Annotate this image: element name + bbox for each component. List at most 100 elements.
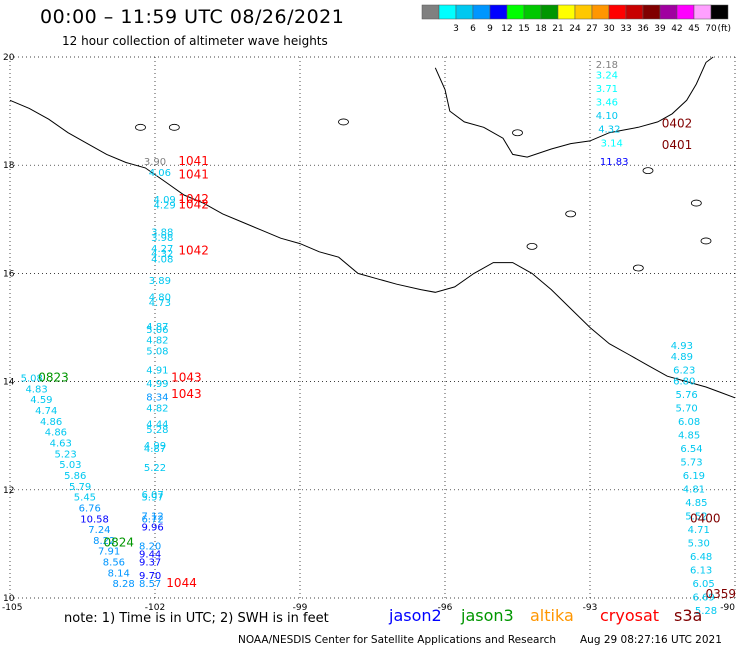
- island-outline: [690, 199, 702, 207]
- swh-value: 8.14: [108, 568, 130, 579]
- swh-value: 4.32: [151, 249, 173, 260]
- scale-unit-label: (ft): [717, 24, 731, 34]
- color-scale-legend: 3 6 9 12 15 18 21 24 27 30 33 36 39 42 45 70 (ft): [421, 4, 731, 34]
- swh-value: 5.30: [688, 539, 710, 550]
- swh-value: 5.28: [695, 606, 717, 617]
- swh-value: 6.54: [680, 444, 702, 455]
- lat-tick-label: 10: [3, 594, 15, 604]
- swh-value: 3.14: [601, 138, 623, 149]
- swh-value: 8.20: [139, 541, 161, 552]
- swh-value: 5.28: [146, 425, 168, 436]
- lat-tick-label: 16: [3, 269, 15, 279]
- island-outline: [338, 118, 349, 126]
- swh-value: 10.58: [80, 514, 109, 525]
- gulf-coastline: [434, 56, 714, 158]
- pacific-coastline: [9, 99, 736, 399]
- axis-tick-labels: -105 -102 -99 -96 -93 -90 20 18 16 14 12 10: [2, 53, 735, 613]
- wave-height-values: 3.904.064.094.293.883.984.274.324.083.89…: [21, 60, 718, 617]
- swh-value: 4.44: [146, 420, 168, 431]
- page-subtitle: 12 hour collection of altimeter wave hei…: [62, 34, 328, 48]
- swh-value: 5.97: [141, 493, 163, 504]
- swh-value: 5.23: [54, 449, 76, 460]
- pass-time-label: 0401: [662, 138, 693, 152]
- coastline: [9, 56, 736, 399]
- swh-value: 8.57: [139, 579, 161, 590]
- scale-tick-label: 12: [501, 24, 512, 34]
- swh-value: 5.08: [146, 347, 168, 358]
- island-outline: [700, 237, 712, 245]
- island-outline: [632, 264, 644, 272]
- swh-value: 9.70: [139, 571, 161, 582]
- swh-value: 5.52: [685, 512, 707, 523]
- swh-value: 4.87: [144, 444, 166, 455]
- swh-value: 3.71: [596, 84, 618, 95]
- island-outline: [526, 242, 538, 250]
- pass-time-label: 0823: [38, 371, 69, 385]
- mission-altika: altika: [530, 606, 574, 625]
- island-outline: [642, 167, 654, 175]
- swh-value: 4.93: [671, 341, 693, 352]
- pass-time-label: 0824: [103, 536, 134, 550]
- swh-value: 6.69: [692, 593, 714, 604]
- swh-value: 4.89: [671, 352, 693, 363]
- swh-value: 4.09: [154, 195, 176, 206]
- scale-tick-label: 42: [671, 24, 682, 34]
- scale-tick-label: 33: [620, 24, 631, 34]
- swh-value: 9.96: [141, 522, 163, 533]
- lon-tick-label: -96: [438, 603, 453, 613]
- lon-tick-label: -105: [2, 603, 22, 613]
- pass-time-label: 1043: [171, 387, 202, 401]
- swh-value: 8.34: [146, 393, 168, 404]
- scale-tick-label: 9: [487, 24, 493, 34]
- swh-value: 4.82: [146, 403, 168, 414]
- island-outline: [512, 129, 523, 137]
- island-outline: [135, 123, 146, 131]
- swh-value: 4.85: [678, 430, 700, 441]
- pass-time-label: 0359: [705, 587, 736, 601]
- scale-tick-label: 30: [603, 24, 615, 34]
- pass-time-label: 1041: [178, 154, 209, 168]
- pass-time-label: 1042: [178, 243, 209, 257]
- page-title: 00:00 – 11:59 UTC 08/26/2021: [40, 6, 345, 28]
- swh-value: 5.70: [676, 403, 698, 414]
- scale-tick-label: 36: [637, 24, 649, 34]
- swh-value: 4.87: [146, 322, 168, 333]
- swh-value: 4.08: [151, 255, 173, 266]
- swh-value: 4.06: [149, 168, 171, 179]
- scale-tick-label: 21: [552, 24, 563, 34]
- swh-value: 3.24: [596, 71, 618, 82]
- swh-value: 7.12: [141, 512, 163, 523]
- swh-value: 5.86: [64, 471, 86, 482]
- generated-timestamp: Aug 29 08:27:16 UTC 2021: [580, 634, 722, 646]
- scale-tick-label: 3: [453, 24, 459, 34]
- scale-tick-label: 24: [569, 24, 581, 34]
- swh-value: 4.86: [45, 428, 67, 439]
- swh-value: 3.98: [151, 233, 173, 244]
- lat-tick-label: 12: [3, 486, 14, 496]
- swh-value: 4.91: [146, 365, 168, 376]
- pass-time-label: 1043: [171, 371, 202, 385]
- lat-lon-grid: [9, 56, 736, 599]
- swh-value: 6.76: [79, 503, 101, 514]
- swh-value: 5.08: [21, 374, 43, 385]
- scale-tick-label: 39: [654, 24, 666, 34]
- swh-value: 3.89: [149, 276, 171, 287]
- swh-value: 7.24: [88, 525, 110, 536]
- swh-value: 3.88: [151, 228, 173, 239]
- swh-value: 4.99: [144, 441, 166, 452]
- swh-value: 7.91: [98, 547, 120, 558]
- swh-value: 11.83: [600, 157, 629, 168]
- swh-value: 4.85: [685, 498, 707, 509]
- swh-value: 8.28: [112, 579, 134, 590]
- swh-value: 8.56: [103, 558, 125, 569]
- mission-jason3: jason3: [461, 606, 514, 625]
- swh-value: 6.48: [690, 552, 712, 563]
- swh-value: 4.10: [596, 111, 618, 122]
- swh-value: 9.37: [139, 558, 161, 569]
- swh-value: 4.82: [146, 336, 168, 347]
- swh-value: 6.72: [141, 514, 163, 525]
- swh-value: 4.63: [50, 439, 72, 450]
- swh-value: 6.13: [690, 566, 712, 577]
- swh-value: 5.06: [146, 325, 168, 336]
